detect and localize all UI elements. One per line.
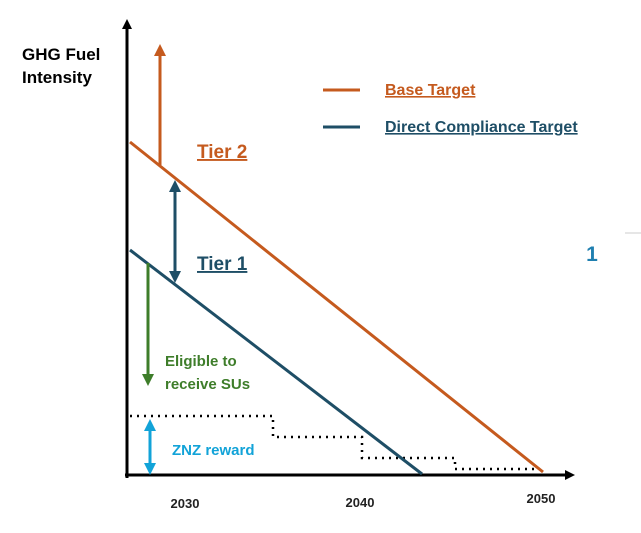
tier2-label: Tier 2 xyxy=(197,142,247,163)
tier1-label: Tier 1 xyxy=(197,254,248,275)
x-tick-label: 2030 xyxy=(171,496,200,511)
legend-label: Direct Compliance Target xyxy=(385,119,578,136)
compliance-target-line xyxy=(129,248,423,476)
page-number: 1 xyxy=(586,243,598,266)
legend-label: Base Target xyxy=(385,82,476,99)
y-label: GHG Fuel xyxy=(22,45,100,64)
x-tick-label: 2050 xyxy=(527,491,556,506)
su-label: Eligible to xyxy=(165,353,237,370)
x-tick-label: 2040 xyxy=(346,495,375,510)
znz-label: ZNZ reward xyxy=(172,442,255,459)
su-label: receive SUs xyxy=(165,376,250,393)
base-target-line xyxy=(129,140,544,474)
y-label: Intensity xyxy=(22,68,92,87)
